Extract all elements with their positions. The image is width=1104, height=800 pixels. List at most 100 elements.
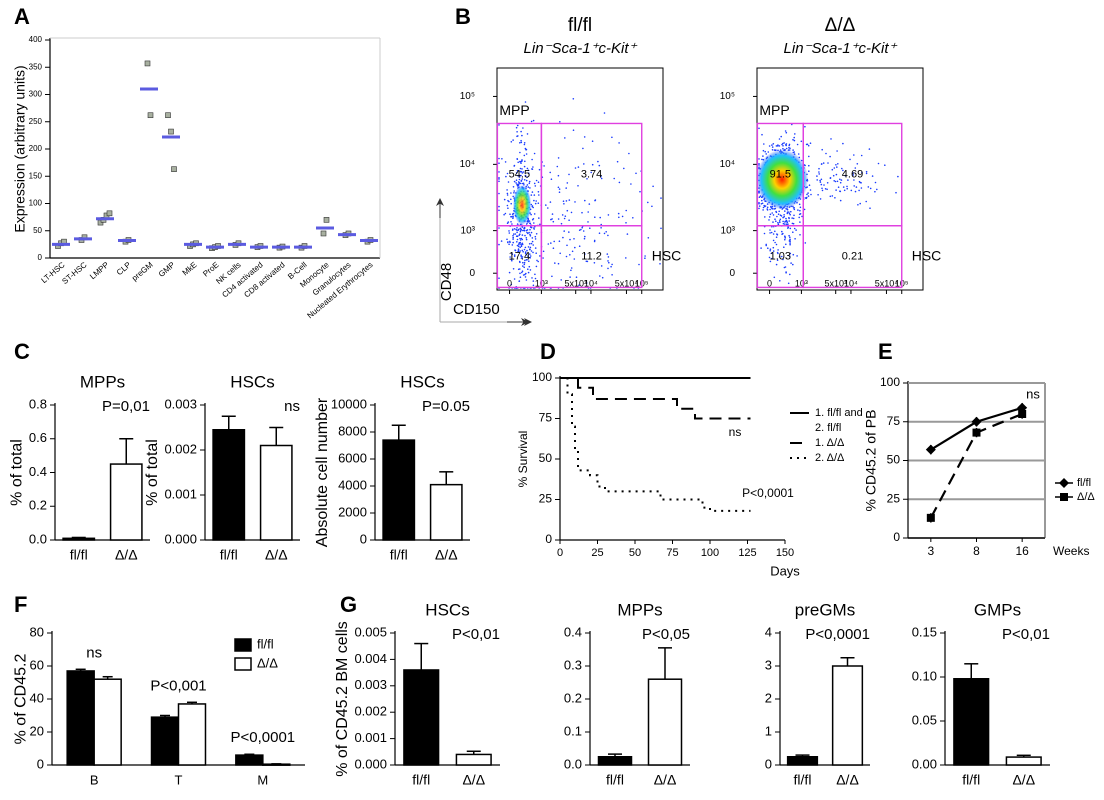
event-dot	[558, 191, 561, 193]
event-dot	[860, 154, 863, 157]
legend-label: 2. Δ/Δ	[815, 452, 845, 464]
event-dot	[510, 215, 513, 218]
event-dot	[821, 187, 823, 190]
x-tick-label: 10³	[795, 278, 808, 288]
legend-label: 1. fl/fl and	[815, 407, 863, 419]
event-dot	[512, 228, 514, 231]
event-dot	[531, 277, 533, 279]
event-dot	[525, 148, 527, 151]
bar	[786, 756, 819, 766]
event-dot	[809, 142, 812, 144]
marker	[1018, 410, 1027, 418]
event-dot	[550, 218, 552, 221]
event-dot	[836, 150, 838, 152]
event-dot	[573, 238, 575, 240]
event-dot	[603, 112, 606, 114]
event-dot	[772, 250, 775, 252]
event-dot	[835, 164, 837, 166]
event-dot	[786, 208, 789, 211]
x-tick-label: 5x10³	[824, 278, 847, 288]
event-dot	[776, 259, 779, 262]
y-tick-label: 0.3	[564, 657, 582, 672]
event-dot	[876, 188, 878, 191]
event-dot	[520, 237, 523, 240]
event-dot	[516, 223, 519, 225]
event-dot	[532, 218, 535, 220]
event-dot	[799, 206, 802, 209]
event-dot	[507, 241, 509, 244]
event-dot	[507, 181, 510, 183]
chart-title: HSCs	[230, 372, 274, 391]
event-dot	[638, 263, 640, 266]
y-tick-label: 0.004	[354, 651, 387, 666]
x-tick-label: Δ/Δ	[836, 772, 859, 788]
event-dot	[549, 201, 552, 203]
x-tick-label: 0	[557, 547, 563, 559]
event-dot	[810, 193, 812, 196]
event-dot	[527, 186, 530, 188]
event-dot	[515, 228, 517, 231]
event-dot	[805, 143, 808, 146]
event-dot	[519, 151, 521, 154]
event-dot	[799, 234, 801, 236]
event-dot	[771, 149, 774, 151]
chart-title: HSCs	[425, 600, 469, 619]
x-tick-label: Δ/Δ	[654, 772, 677, 788]
event-dot	[521, 182, 524, 185]
y-tick-label: 0.003	[164, 396, 197, 411]
event-dot	[792, 217, 795, 220]
x-tick-label: 150	[776, 547, 794, 559]
y-tick-label: 0.001	[164, 486, 197, 501]
event-dot	[799, 213, 802, 215]
x-tick-label: GMP	[157, 260, 177, 279]
event-dot	[535, 179, 538, 182]
event-dot	[569, 254, 571, 256]
event-dot	[506, 222, 509, 224]
event-dot	[803, 208, 806, 211]
event-dot	[833, 180, 835, 182]
event-dot	[758, 202, 760, 205]
event-dot	[571, 250, 574, 253]
event-dot	[788, 149, 791, 151]
event-dot	[789, 240, 791, 243]
event-dot	[503, 213, 505, 216]
event-dot	[564, 215, 567, 217]
event-dot	[534, 247, 537, 249]
event-dot	[523, 154, 526, 157]
event-dot	[775, 236, 778, 238]
event-dot	[519, 276, 522, 279]
event-dot	[792, 138, 794, 141]
event-dot	[849, 158, 851, 161]
y-tick-label: 0.002	[354, 704, 387, 719]
event-dot	[573, 258, 576, 260]
event-dot	[794, 238, 796, 240]
y-tick-label: 0.000	[164, 531, 197, 546]
event-dot	[530, 250, 533, 252]
event-dot	[510, 258, 513, 261]
event-dot	[521, 270, 524, 273]
event-dot	[533, 222, 535, 224]
event-dot	[835, 173, 838, 176]
event-dot	[858, 180, 861, 183]
gate-percentage: 1.03	[770, 250, 791, 262]
event-dot	[831, 168, 834, 171]
x-axis-label: CD150	[453, 301, 500, 318]
event-dot	[771, 144, 773, 146]
event-dot	[529, 226, 532, 228]
event-dot	[842, 142, 844, 145]
event-dot	[874, 181, 877, 184]
event-dot	[506, 204, 509, 207]
event-dot	[498, 277, 500, 280]
event-dot	[538, 168, 541, 171]
event-dot	[788, 212, 791, 215]
event-dot	[608, 261, 610, 264]
event-dot	[519, 250, 522, 252]
event-dot	[529, 269, 532, 271]
event-dot	[533, 194, 536, 196]
legend-label: 2. fl/fl	[815, 422, 841, 434]
event-dot	[583, 136, 586, 138]
event-dot	[758, 163, 760, 165]
event-dot	[788, 255, 791, 257]
event-dot	[526, 167, 529, 170]
event-dot	[528, 243, 531, 245]
